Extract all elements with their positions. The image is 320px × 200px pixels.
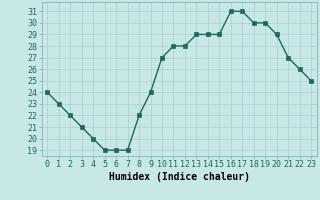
X-axis label: Humidex (Indice chaleur): Humidex (Indice chaleur) [109, 172, 250, 182]
